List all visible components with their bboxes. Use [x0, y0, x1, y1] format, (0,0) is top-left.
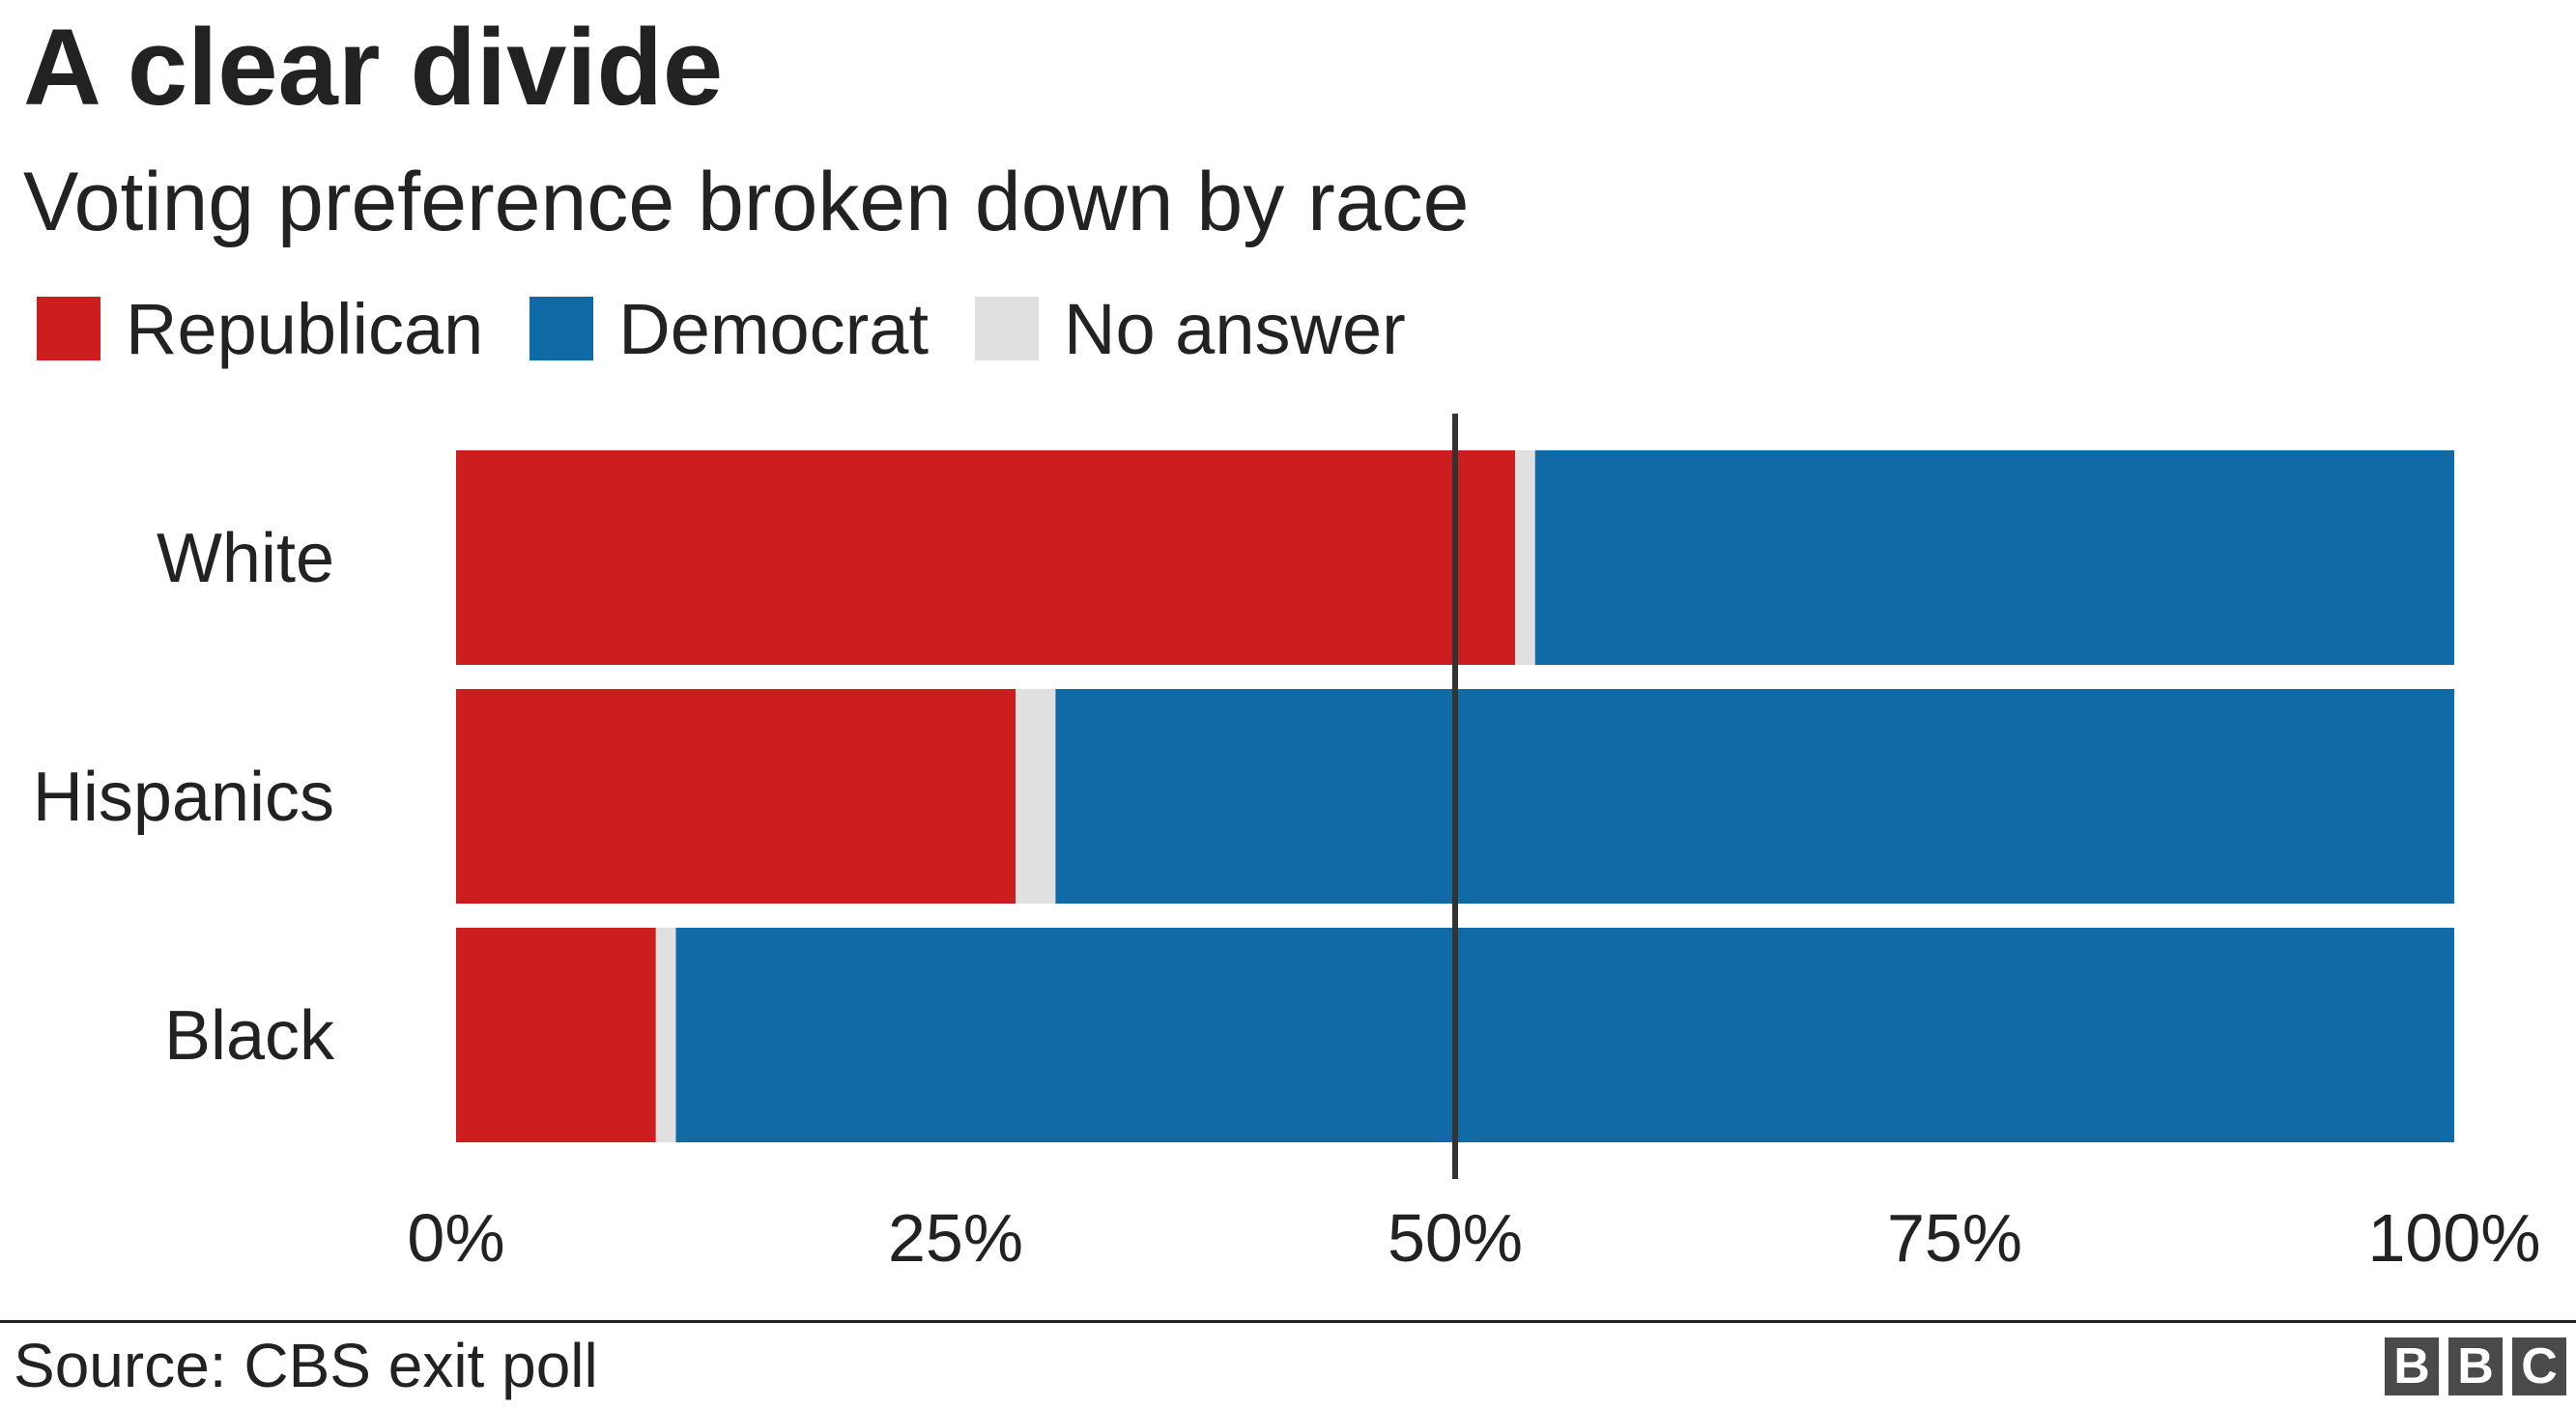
bar-republican-hispanics	[456, 689, 1016, 904]
category-label-black: Black	[164, 997, 335, 1075]
x-tick-label: 100%	[2367, 1200, 2540, 1276]
legend-swatch-no-answer	[975, 297, 1040, 360]
footer-divider	[0, 1320, 2576, 1323]
category-label-white: White	[157, 520, 334, 597]
legend-swatch-democrat	[530, 297, 594, 360]
bar-no-answer-hispanics	[1016, 689, 1056, 904]
bar-no-answer-black	[655, 928, 676, 1142]
bar-republican-black	[456, 928, 656, 1142]
bar-democrat-white	[1534, 450, 2454, 665]
legend: Republican Democrat No answer	[37, 288, 1452, 370]
x-tick-label: 25%	[888, 1200, 1023, 1276]
bar-no-answer-white	[1515, 450, 1535, 665]
bbc-logo-letter: B	[2448, 1337, 2503, 1395]
bbc-logo: B B C	[2385, 1337, 2566, 1395]
legend-label-no-answer: No answer	[1064, 288, 1406, 369]
x-tick-label: 0%	[407, 1200, 504, 1276]
bbc-logo-letter: C	[2512, 1337, 2566, 1395]
bar-republican-white	[456, 450, 1516, 665]
chart-subtitle: Voting preference broken down by race	[23, 156, 1470, 248]
bbc-logo-letter: B	[2385, 1337, 2439, 1395]
legend-label-democrat: Democrat	[618, 288, 930, 369]
legend-item-no-answer: No answer	[975, 288, 1406, 370]
legend-item-republican: Republican	[37, 288, 483, 370]
bar-democrat-black	[675, 928, 2454, 1142]
x-tick-label: 75%	[1887, 1200, 2022, 1276]
x-tick-label: 50%	[1388, 1200, 1523, 1276]
chart-title: A clear divide	[23, 7, 724, 128]
legend-label-republican: Republican	[126, 288, 484, 369]
category-label-hispanics: Hispanics	[33, 759, 334, 836]
bar-democrat-hispanics	[1055, 689, 2454, 904]
legend-item-democrat: Democrat	[530, 288, 929, 370]
source-note: Source: CBS exit poll	[14, 1331, 598, 1400]
legend-swatch-republican	[37, 297, 100, 360]
bar-plot: White Hispanics Black 0% 25% 50% 75% 100%	[33, 414, 2541, 1276]
